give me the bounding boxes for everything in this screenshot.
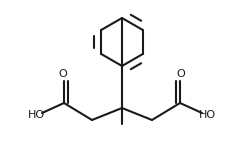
Text: HO: HO [199,110,216,120]
Text: O: O [177,69,185,79]
Text: HO: HO [28,110,45,120]
Text: O: O [59,69,67,79]
